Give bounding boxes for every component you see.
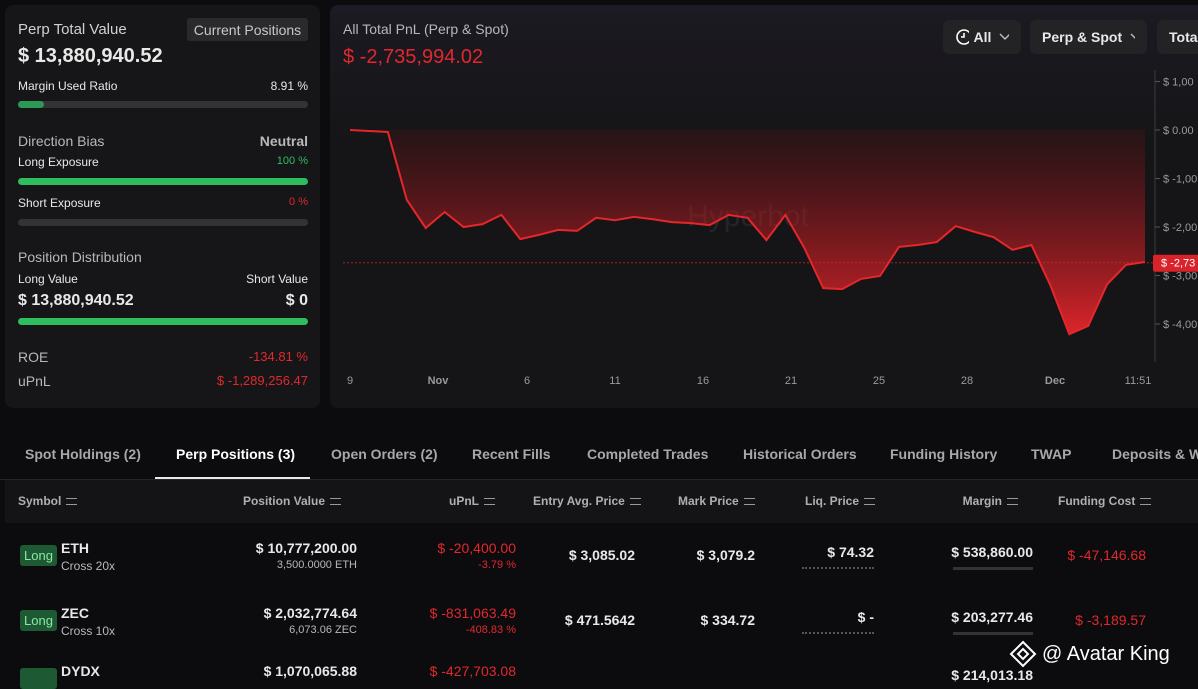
distribution-label: Position Distribution — [18, 249, 142, 265]
column-header[interactable]: Position Value — [243, 494, 341, 508]
long-exposure-bar — [18, 178, 308, 185]
funding-cost: $ -3,189.57 — [1075, 612, 1146, 628]
margin-indicator — [953, 567, 1033, 570]
control-label: Perp & Spot — [1042, 29, 1123, 45]
column-header[interactable]: uPnL — [449, 494, 495, 508]
liq-price: $ 74.32 — [827, 544, 874, 560]
upnl: $ -427,703.08 — [429, 663, 516, 679]
column-header[interactable]: Entry Avg. Price — [533, 494, 641, 508]
position-size: 3,500.0000 ETH — [276, 559, 357, 571]
clock-icon — [956, 29, 970, 45]
liq-indicator — [802, 567, 874, 569]
long-value-label: Long Value — [18, 272, 78, 286]
control-label: All — [973, 29, 992, 45]
chevron-icon — [999, 33, 1009, 41]
tab[interactable]: Spot Holdings (2) — [25, 446, 141, 462]
short-value-label: Short Value — [246, 272, 308, 286]
chart-control[interactable]: All — [943, 20, 1021, 54]
side-badge: Long — [20, 545, 57, 566]
upnl-value: $ -1,289,256.47 — [216, 373, 308, 388]
liq-price: $ - — [857, 609, 874, 625]
tab[interactable]: Recent Fills — [472, 446, 551, 462]
current-positions-badge[interactable]: Current Positions — [187, 18, 308, 41]
column-header[interactable]: Funding Cost — [1058, 494, 1151, 508]
active-tab-underline — [155, 477, 310, 479]
watermark: @ Avatar King — [1042, 643, 1170, 665]
symbol: DYDX — [61, 663, 100, 679]
symbol: ETH — [61, 540, 89, 556]
entry-price: $ 3,085.02 — [568, 547, 635, 563]
roe-value: -134.81 % — [248, 349, 308, 364]
short-value: $ 0 — [285, 292, 308, 309]
chart-control[interactable]: Perp & Spot — [1030, 20, 1147, 54]
summary-panel — [5, 5, 320, 408]
column-header[interactable]: Symbol — [18, 494, 77, 508]
tab[interactable]: Funding History — [890, 446, 998, 462]
long-exposure-value: 100 % — [276, 155, 308, 167]
upnl-percent: -3.79 % — [478, 559, 516, 571]
entry-price: $ 471.5642 — [564, 612, 635, 628]
tabs-divider — [0, 479, 1198, 480]
chart-title: All Total PnL (Perp & Spot) — [343, 21, 509, 37]
chevron-icon — [1130, 33, 1135, 39]
bias-label: Direction Bias — [18, 133, 105, 149]
margin-value: 8.91 % — [270, 79, 308, 93]
upnl-label: uPnL — [18, 373, 51, 389]
mark-price: $ 3,079.2 — [696, 547, 755, 563]
side-badge: Long — [20, 610, 57, 631]
roe-label: ROE — [18, 349, 49, 365]
watermark-icon — [1009, 640, 1037, 668]
margin: $ 538,860.00 — [951, 544, 1033, 560]
short-exposure-label: Short Exposure — [18, 196, 101, 210]
tab[interactable]: Deposits & Wi — [1112, 446, 1198, 462]
margin: $ 214,013.18 — [951, 667, 1033, 683]
column-header[interactable]: Mark Price — [678, 494, 755, 508]
symbol: ZEC — [61, 605, 89, 621]
position-size: 6,073.06 ZEC — [289, 624, 357, 636]
mark-price: $ 334.72 — [700, 612, 756, 628]
position-value: $ 2,032,774.64 — [263, 605, 357, 621]
short-exposure-value: 0 % — [289, 196, 308, 208]
funding-cost: $ -47,146.68 — [1067, 547, 1146, 563]
total-value: $ 13,880,940.52 — [18, 45, 163, 67]
short-exposure-bar — [18, 219, 308, 226]
chart-control[interactable]: Total — [1157, 20, 1198, 54]
position-value: $ 1,070,065.88 — [263, 663, 357, 679]
tab[interactable]: Perp Positions (3) — [176, 446, 296, 462]
tab[interactable]: Open Orders (2) — [331, 446, 438, 462]
tab[interactable]: Completed Trades — [587, 446, 709, 462]
side-badge — [20, 668, 57, 689]
leverage: Cross 20x — [61, 559, 116, 573]
chart-total: $ -2,735,994.02 — [343, 46, 484, 68]
upnl: $ -20,400.00 — [437, 540, 516, 556]
control-label: Total — [1169, 29, 1198, 45]
tab[interactable]: TWAP — [1031, 446, 1072, 462]
liq-indicator — [802, 632, 874, 634]
long-exposure-label: Long Exposure — [18, 155, 99, 169]
bias-value: Neutral — [259, 133, 308, 149]
column-header[interactable]: Liq. Price — [805, 494, 875, 508]
panel-title: Perp Total Value — [18, 21, 127, 38]
upnl-percent: -408.83 % — [465, 624, 516, 636]
margin-indicator — [953, 632, 1033, 635]
margin-label: Margin Used Ratio — [18, 79, 118, 93]
margin-bar — [18, 101, 308, 108]
long-value: $ 13,880,940.52 — [18, 292, 134, 309]
column-header[interactable]: Margin — [963, 494, 1018, 508]
upnl: $ -831,063.49 — [429, 605, 516, 621]
leverage: Cross 10x — [61, 624, 116, 638]
tab[interactable]: Historical Orders — [743, 446, 857, 462]
position-value: $ 10,777,200.00 — [255, 540, 357, 556]
margin: $ 203,277.46 — [951, 609, 1033, 625]
distribution-bar — [18, 318, 308, 325]
margin-bar-fill — [18, 101, 44, 108]
